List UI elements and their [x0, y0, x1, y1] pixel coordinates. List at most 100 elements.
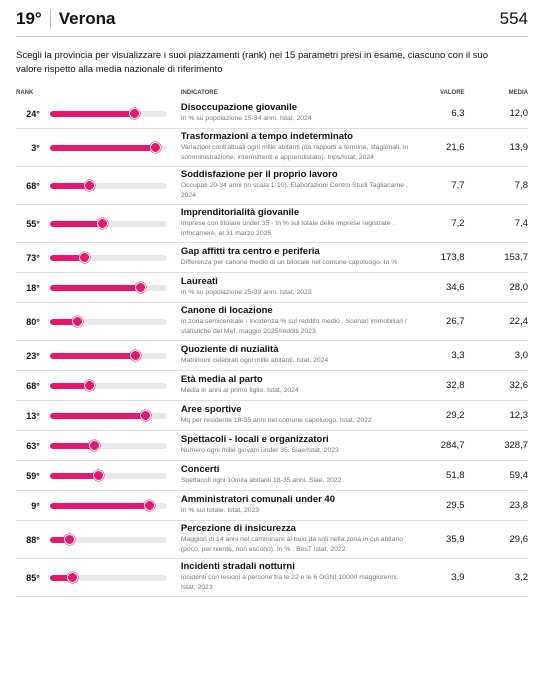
indicator-title: Percezione di insicurezza [180, 523, 296, 534]
table-header: RANK INDICATORE VALORE MEDIA [16, 87, 528, 99]
bar-knob [72, 315, 84, 327]
indicator-title: Laureati [180, 276, 218, 287]
bar-fill [49, 382, 91, 389]
bar-fill [49, 318, 79, 325]
rank-label: 68° [26, 380, 40, 391]
rank-bar [40, 281, 167, 294]
bar-knob [149, 141, 161, 153]
indicator: Spettacoli - locali e organizzatori Numer… [167, 432, 427, 459]
bar-knob [67, 571, 79, 583]
bar-fill [49, 472, 100, 479]
indicator: Trasformazioni a tempo indeterminato Vari… [167, 129, 427, 166]
header-title[interactable]: Verona [58, 9, 116, 28]
indicator: Percezione di insicurezza Maggiori di 14 … [167, 521, 427, 558]
indicator-title: Aree sportive [180, 404, 242, 415]
table-row: 68° Soddisfazione per il proprio lavoro Oc… [16, 167, 528, 205]
value: 29,2 [446, 410, 465, 421]
rank-label: 59° [26, 470, 40, 481]
indicator: Disoccupazione giovanile In % su popolazi… [167, 100, 427, 127]
rank-label: 80° [26, 316, 40, 327]
indicator-note: Matrimoni celebrati ogni mille abitanti.… [180, 357, 329, 364]
indicator-title: Soddisfazione per il proprio lavoro [180, 169, 338, 180]
bar-fill [49, 144, 156, 151]
bar-track [49, 472, 167, 479]
bar-fill [49, 182, 91, 189]
indicator-note: Maggiori di 14 anni nel camminare al bui… [180, 536, 404, 553]
average: 32,6 [509, 380, 529, 391]
indicator-title: Spettacoli - locali e organizzatori [180, 434, 329, 445]
table-row: 13° Aree sportive Mq per residente 18-35 a… [16, 401, 528, 431]
table-row: 3° Trasformazioni a tempo indeterminato Va… [16, 129, 528, 167]
header: 19° Verona 554 [16, 6, 528, 37]
rank-label: 85° [26, 572, 40, 583]
rank-bar [40, 349, 167, 362]
bar-fill [49, 254, 86, 261]
table-row: 88° Percezione di insicurezza Maggiori di … [16, 521, 528, 559]
indicator-note: In % sul totale. Istat, 2023 [180, 507, 260, 514]
bar-fill [49, 412, 146, 419]
indicator-title: Canone di locazione [180, 305, 273, 316]
bar-track [49, 536, 167, 543]
indicator-title: Quoziente di nuzialità [180, 344, 279, 355]
bar-knob [139, 409, 151, 421]
indicator-note: In zona semicentrale - incidenza % sul r… [180, 318, 407, 335]
bar-track [49, 318, 167, 325]
bar-knob [93, 469, 105, 481]
average: 3,2 [514, 572, 529, 583]
container: 19° Verona 554 Scegli la provincia per v… [16, 6, 528, 597]
table-row: 18° Laureati In % su popolazione 25-39 ann… [16, 273, 528, 303]
rank-bar [40, 217, 167, 230]
average: 153,7 [504, 252, 529, 263]
bar-knob [63, 533, 75, 545]
indicator-note: Imprese con titolare under 35 - In % sul… [180, 220, 395, 237]
rank-bar [40, 379, 167, 392]
table-row: 23° Quoziente di nuzialità Matrimoni celeb… [16, 341, 528, 371]
rank-bar [40, 141, 167, 154]
indicator-title: Imprenditorialità giovanile [180, 207, 300, 218]
table-row: 63° Spettacoli - locali e organizzatori Nu… [16, 431, 528, 461]
indicator-note: Occupati 20-34 anni (in scala 1-10). Ela… [180, 182, 408, 199]
table-row: 85° Incidenti stradali notturni Incidenti … [16, 559, 528, 597]
indicator-note: Numero ogni mille giovani under 35. Siae… [180, 447, 339, 454]
average: 7,8 [514, 180, 529, 191]
column-header: RANK [16, 90, 34, 96]
table-body: 24° Disoccupazione giovanile In % su popol… [16, 99, 528, 597]
indicator-note: Incidenti con lesioni a persone tra le 2… [180, 574, 399, 591]
rank-bar [40, 533, 167, 546]
average: 22,4 [509, 316, 529, 327]
rank-label: 23° [26, 350, 40, 361]
rank-label: 24° [26, 108, 40, 119]
value: 3,9 [451, 572, 465, 583]
indicator: Incidenti stradali notturni Incidenti con… [167, 559, 427, 596]
rank-bar [40, 251, 167, 264]
indicator-title: Incidenti stradali notturni [180, 561, 295, 572]
bar-knob [84, 379, 96, 391]
table-row: 68° Età media al parto Media in anni al pr… [16, 371, 528, 401]
average: 12,0 [509, 108, 529, 119]
indicator-note: Variazioni contrattuali ogni mille abita… [180, 144, 409, 161]
average: 7,4 [514, 218, 529, 229]
indicator-title: Concerti [180, 464, 220, 475]
bar-track [49, 182, 167, 189]
rank-bar [40, 571, 167, 584]
average: 13,9 [509, 142, 529, 153]
indicator: Aree sportive Mq per residente 18-35 anni… [167, 402, 427, 429]
value: 51,8 [446, 470, 465, 481]
column-header: MEDIA [508, 90, 529, 96]
bar-knob [79, 251, 91, 263]
indicator-title: Gap affitti tra centro e periferia [180, 246, 320, 257]
indicator-note: Spettacoli ogni 10mila abitanti 18-35 an… [180, 477, 342, 484]
rank-label: 63° [26, 440, 40, 451]
bar-fill [49, 352, 136, 359]
table-row: 24° Disoccupazione giovanile In % su popol… [16, 99, 528, 129]
rank-label: 68° [26, 180, 40, 191]
table-row: 55° Imprenditorialità giovanile Imprese co… [16, 205, 528, 243]
value: 29,5 [446, 500, 465, 511]
bar-knob [143, 499, 155, 511]
rank-label: 73° [26, 252, 40, 263]
table-row: 9° Amministratori comunali under 40 In % s… [16, 491, 528, 521]
column-header: VALORE [439, 90, 465, 96]
bar-fill [49, 110, 135, 117]
rank-label: 18° [26, 282, 40, 293]
